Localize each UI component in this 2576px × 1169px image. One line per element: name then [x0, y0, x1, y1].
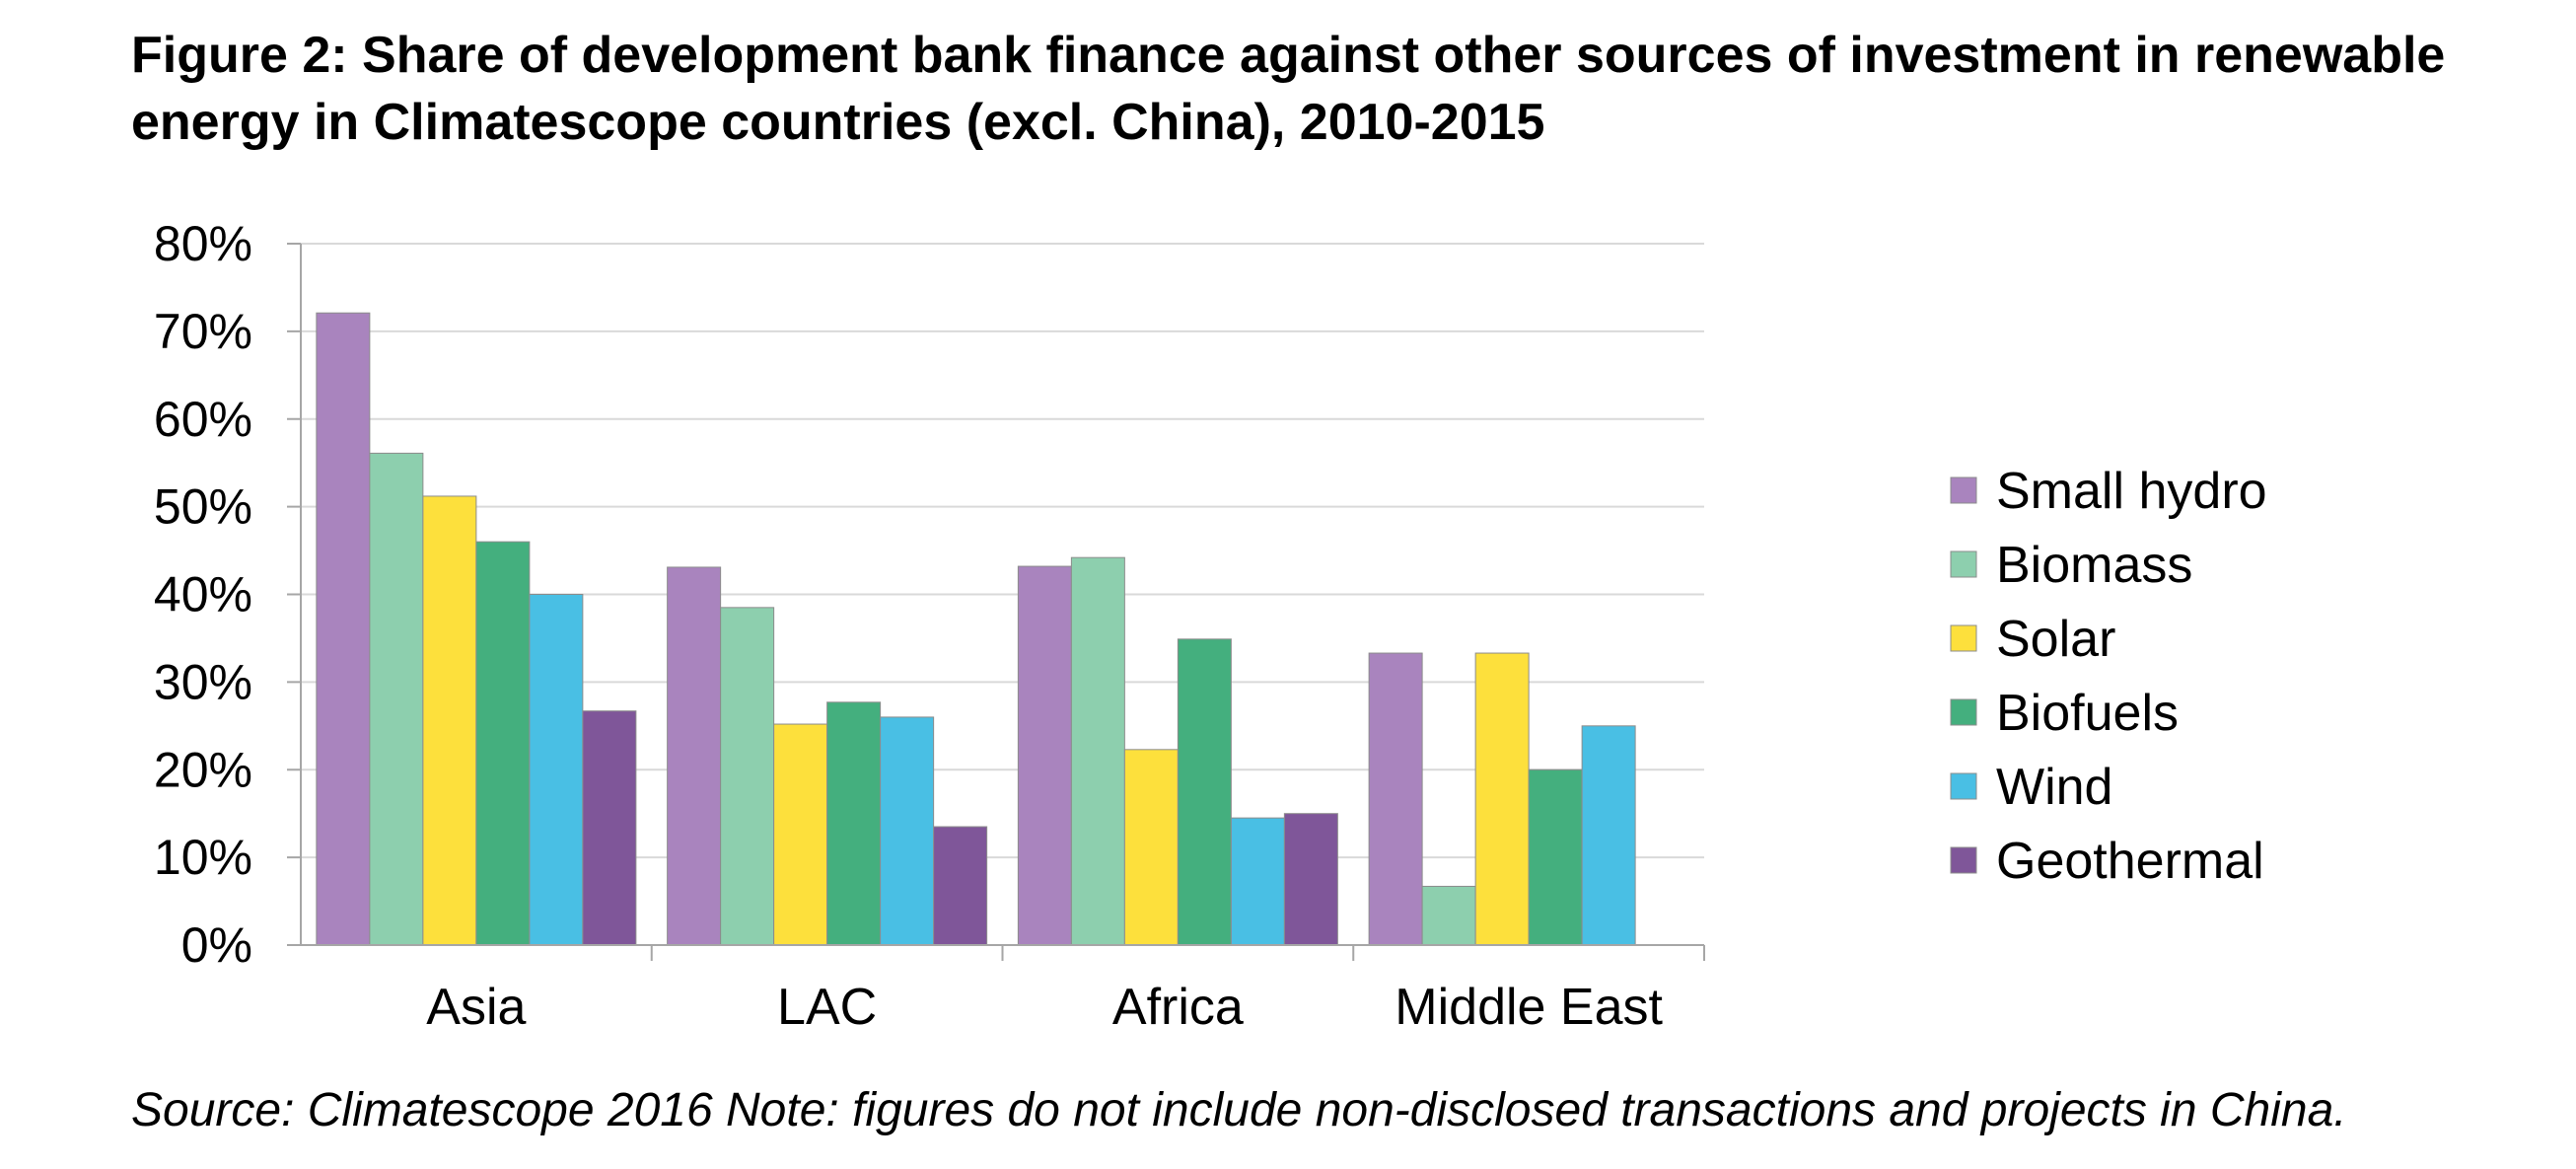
y-tick-label: 0% [181, 917, 252, 973]
legend-swatch [1950, 846, 1977, 874]
bar-geothermal-lac [933, 826, 988, 946]
chart-title: Figure 2: Share of development bank fina… [131, 27, 2446, 151]
bar-wind-africa [1230, 817, 1285, 946]
source-note: Source: Climatescope 2016 Note: figures … [131, 1084, 2347, 1136]
x-category-label: Asia [426, 979, 526, 1036]
bar-small-hydro-asia [316, 312, 371, 946]
bar-wind-middle-east [1581, 725, 1636, 946]
gridlines [301, 243, 1704, 859]
bar-biofuels-asia [475, 541, 531, 946]
axes [287, 243, 1705, 961]
bar-small-hydro-africa [1017, 565, 1072, 946]
y-tick-label: 10% [154, 830, 252, 885]
x-category-label: Africa [1112, 979, 1244, 1036]
bar-biomass-asia [369, 452, 424, 946]
bar-biofuels-middle-east [1528, 768, 1583, 946]
bar-geothermal-asia [582, 710, 637, 946]
legend-label: Biofuels [1996, 685, 2179, 742]
legend-label: Geothermal [1996, 833, 2264, 890]
y-tick-labels: 0% 10% 20% 30% 40% 50% 60% 70% 80% [154, 216, 252, 973]
bar-solar-asia [422, 495, 477, 946]
category-labels: Asia LAC Africa Middle East [426, 979, 1663, 1036]
bar-biomass-africa [1070, 556, 1125, 946]
legend-swatch [1950, 476, 1977, 504]
legend-label: Wind [1996, 759, 2112, 816]
bar-solar-africa [1123, 749, 1179, 946]
legend-swatch [1950, 698, 1977, 726]
bar-solar-lac [773, 723, 828, 946]
bar-biofuels-lac [826, 701, 882, 946]
y-tick-label: 30% [154, 654, 252, 709]
y-tick-label: 60% [154, 392, 252, 447]
y-tick-label: 80% [154, 216, 252, 271]
legend-swatch [1950, 550, 1977, 578]
legend-label: Solar [1996, 611, 2115, 668]
y-tick-label: 40% [154, 567, 252, 622]
legend-label: Small hydro [1996, 463, 2267, 520]
legend-label: Biomass [1996, 537, 2192, 594]
bar-biofuels-africa [1177, 638, 1232, 946]
y-tick-label: 20% [154, 742, 252, 797]
bar-biomass-lac [720, 607, 775, 946]
bar-small-hydro-middle-east [1368, 652, 1423, 946]
x-category-label: LAC [777, 979, 877, 1036]
bar-small-hydro-lac [667, 566, 722, 946]
legend-swatch [1950, 772, 1977, 800]
y-tick-label: 70% [154, 304, 252, 359]
bar-biomass-middle-east [1421, 885, 1476, 946]
x-category-label: Middle East [1395, 979, 1663, 1036]
legend: Small hydro Biomass Solar Biofuels Wind Geoth… [1950, 463, 2267, 890]
bar-solar-middle-east [1474, 652, 1530, 946]
y-tick-label: 50% [154, 479, 252, 535]
bar-wind-asia [529, 594, 584, 946]
legend-swatch [1950, 624, 1977, 652]
bar-geothermal-africa [1283, 813, 1338, 946]
bar-wind-lac [880, 716, 935, 946]
bars [316, 312, 1636, 946]
